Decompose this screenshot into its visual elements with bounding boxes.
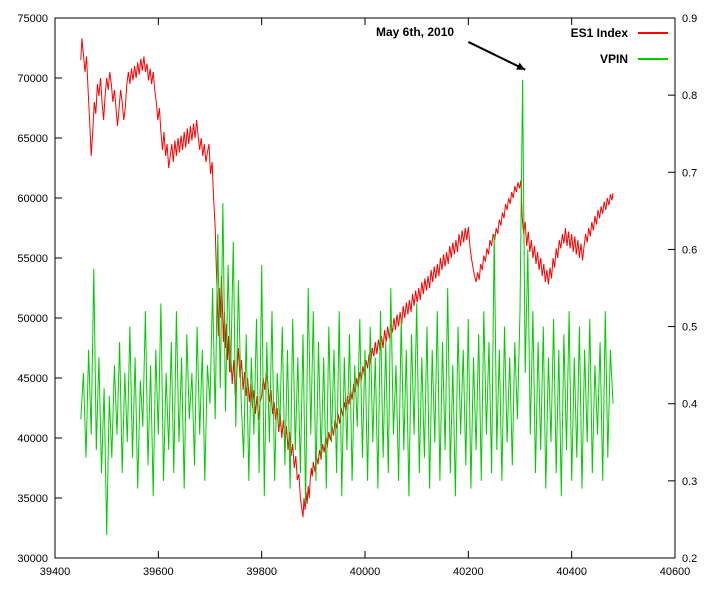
svg-text:35000: 35000 xyxy=(17,493,48,505)
svg-text:0.4: 0.4 xyxy=(682,399,697,411)
svg-text:55000: 55000 xyxy=(17,253,48,265)
svg-text:40200: 40200 xyxy=(453,566,484,578)
svg-text:60000: 60000 xyxy=(17,193,48,205)
svg-text:40000: 40000 xyxy=(350,566,381,578)
svg-text:0.8: 0.8 xyxy=(682,90,697,102)
legend: ES1 Index VPIN xyxy=(571,24,668,76)
svg-text:65000: 65000 xyxy=(17,133,48,145)
svg-text:39600: 39600 xyxy=(143,566,174,578)
svg-text:0.6: 0.6 xyxy=(682,244,697,256)
legend-line-swatch-es1-index xyxy=(638,32,668,34)
svg-text:39400: 39400 xyxy=(40,566,71,578)
svg-text:0.5: 0.5 xyxy=(682,322,697,334)
legend-label-es1-index: ES1 Index xyxy=(570,26,628,40)
svg-text:0.2: 0.2 xyxy=(682,553,697,565)
svg-text:70000: 70000 xyxy=(17,73,48,85)
legend-item-es1-index: ES1 Index xyxy=(571,24,668,42)
svg-text:30000: 30000 xyxy=(17,553,48,565)
svg-text:50000: 50000 xyxy=(17,313,48,325)
legend-item-vpin: VPIN xyxy=(571,50,668,68)
svg-text:0.7: 0.7 xyxy=(682,167,697,179)
svg-text:0.3: 0.3 xyxy=(682,476,697,488)
flash-crash-annotation: May 6th, 2010 xyxy=(376,25,455,39)
svg-text:40600: 40600 xyxy=(660,566,691,578)
legend-label-vpin: VPIN xyxy=(599,52,628,66)
legend-line-swatch-vpin xyxy=(638,58,668,60)
svg-text:0.9: 0.9 xyxy=(682,13,697,25)
svg-text:75000: 75000 xyxy=(17,13,48,25)
svg-text:39800: 39800 xyxy=(246,566,277,578)
svg-text:40000: 40000 xyxy=(17,433,48,445)
svg-text:40400: 40400 xyxy=(556,566,587,578)
svg-text:45000: 45000 xyxy=(17,373,48,385)
